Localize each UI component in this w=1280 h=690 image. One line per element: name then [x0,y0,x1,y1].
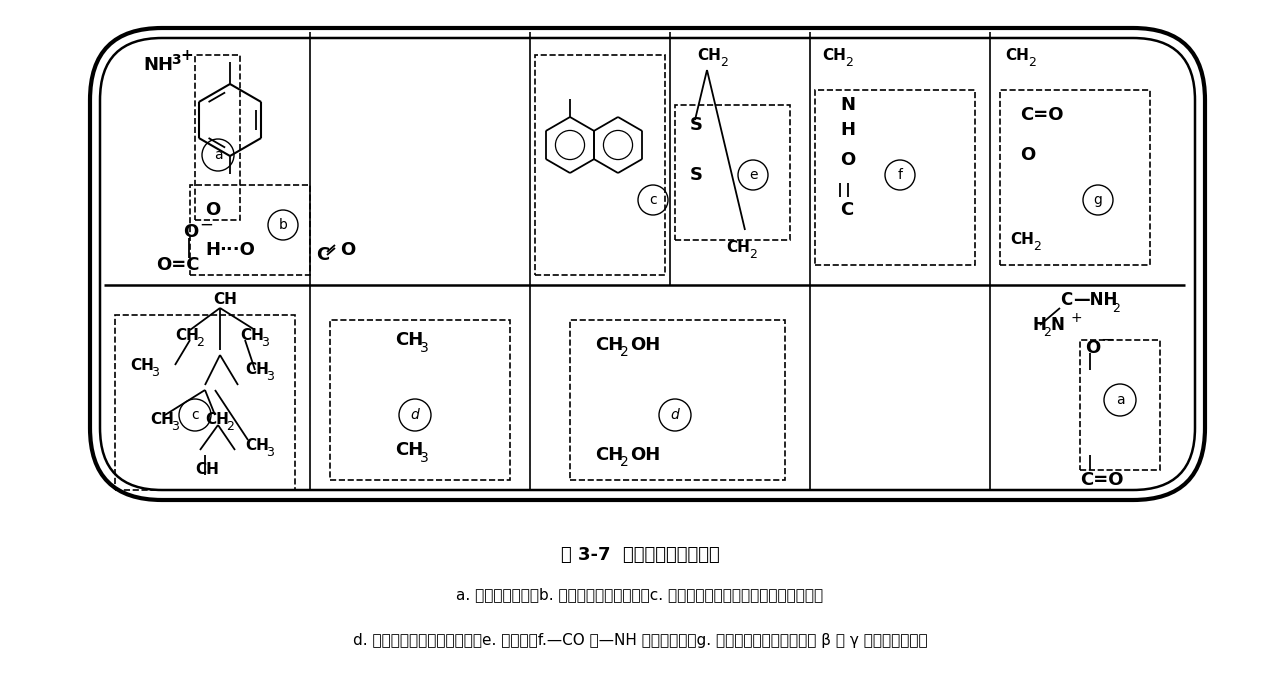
Text: CH: CH [595,336,623,354]
Text: CH: CH [244,437,269,453]
Text: O: O [1020,146,1036,164]
Text: CH: CH [150,413,174,428]
Text: S: S [690,166,703,184]
Text: 2: 2 [227,420,234,433]
Text: OH: OH [630,336,660,354]
Text: 图 3-7  蛋白质分子的化学键: 图 3-7 蛋白质分子的化学键 [561,546,719,564]
Text: 2: 2 [1028,55,1036,68]
Text: O: O [205,201,220,219]
Text: O: O [1085,339,1101,357]
Bar [330,320,509,480]
Bar [115,315,294,490]
Text: 2: 2 [1033,241,1041,253]
Text: CH: CH [822,48,846,63]
Text: 3: 3 [172,420,179,433]
Text: f: f [897,168,902,182]
Text: a: a [214,148,223,162]
Text: NH: NH [143,56,173,74]
Text: C: C [1060,291,1073,309]
Text: 3: 3 [266,446,274,458]
Text: CH: CH [175,328,198,342]
Text: ···O: ···O [219,241,255,259]
Text: N: N [1050,316,1064,334]
Text: a. 离子间的盐键；b. 极性基团之间的氢键；c. 非极性基之间的相互作用（疏水键）；: a. 离子间的盐键；b. 极性基团之间的氢键；c. 非极性基之间的相互作用（疏水… [457,587,823,602]
Text: C: C [316,246,329,264]
Text: 2: 2 [620,345,628,359]
Text: 2: 2 [719,55,728,68]
Text: N: N [840,96,855,114]
Bar [1080,340,1160,470]
Text: O: O [183,223,198,241]
Text: OH: OH [630,446,660,464]
Text: −: − [198,216,212,234]
Text: C: C [840,201,854,219]
Text: H: H [840,121,855,139]
Text: b: b [279,218,288,232]
Text: O: O [340,241,356,259]
Bar [815,90,975,265]
Text: +: + [180,48,193,63]
Text: O=C: O=C [156,256,200,274]
Text: 3: 3 [420,451,429,465]
Text: H: H [1033,316,1047,334]
Text: CH: CH [595,446,623,464]
Bar [535,55,666,275]
Text: 2: 2 [620,455,628,469]
Text: −: − [1100,331,1114,349]
Text: C=O: C=O [1020,106,1064,124]
Bar [570,320,785,480]
Text: +: + [1070,311,1082,325]
Text: CH: CH [195,462,219,477]
Bar [1000,90,1149,265]
Text: CH: CH [396,331,424,349]
Text: CH: CH [241,328,264,342]
Text: d: d [411,408,420,422]
Text: CH: CH [131,357,154,373]
Bar [189,185,310,275]
Text: CH: CH [1005,48,1029,63]
Text: CH: CH [698,48,721,63]
Text: 2: 2 [1112,302,1120,315]
Text: 2: 2 [749,248,756,262]
Text: d: d [671,408,680,422]
Text: 2: 2 [845,55,852,68]
Text: d. 非极性基之间的范德华力；e. 二硫键；f.—CO 与—NH 之间的氢键；g. 氨基酸的羟基与二羧酸的 β 或 γ 羧基结合的酯键: d. 非极性基之间的范德华力；e. 二硫键；f.—CO 与—NH 之间的氢键；g… [353,633,927,647]
Bar [195,55,241,220]
Text: CH: CH [726,241,750,255]
Text: a: a [1116,393,1124,407]
Text: 3: 3 [151,366,159,379]
Text: e: e [749,168,758,182]
Text: CH: CH [396,441,424,459]
Text: CH: CH [205,413,229,428]
Text: —NH: —NH [1073,291,1117,309]
Text: 3: 3 [172,53,180,67]
Text: O: O [840,151,855,169]
Text: 2: 2 [1043,326,1051,339]
Text: CH: CH [244,362,269,377]
Text: 3: 3 [266,371,274,384]
Text: C=O: C=O [1080,471,1124,489]
Text: S: S [690,116,703,134]
Text: 3: 3 [420,341,429,355]
Text: 3: 3 [261,335,269,348]
Text: H: H [205,241,220,259]
Text: g: g [1093,193,1102,207]
Text: CH: CH [1010,233,1034,248]
Bar [675,105,790,240]
Text: 2: 2 [196,335,204,348]
Text: c: c [191,408,198,422]
Text: CH: CH [212,293,237,308]
Text: c: c [649,193,657,207]
